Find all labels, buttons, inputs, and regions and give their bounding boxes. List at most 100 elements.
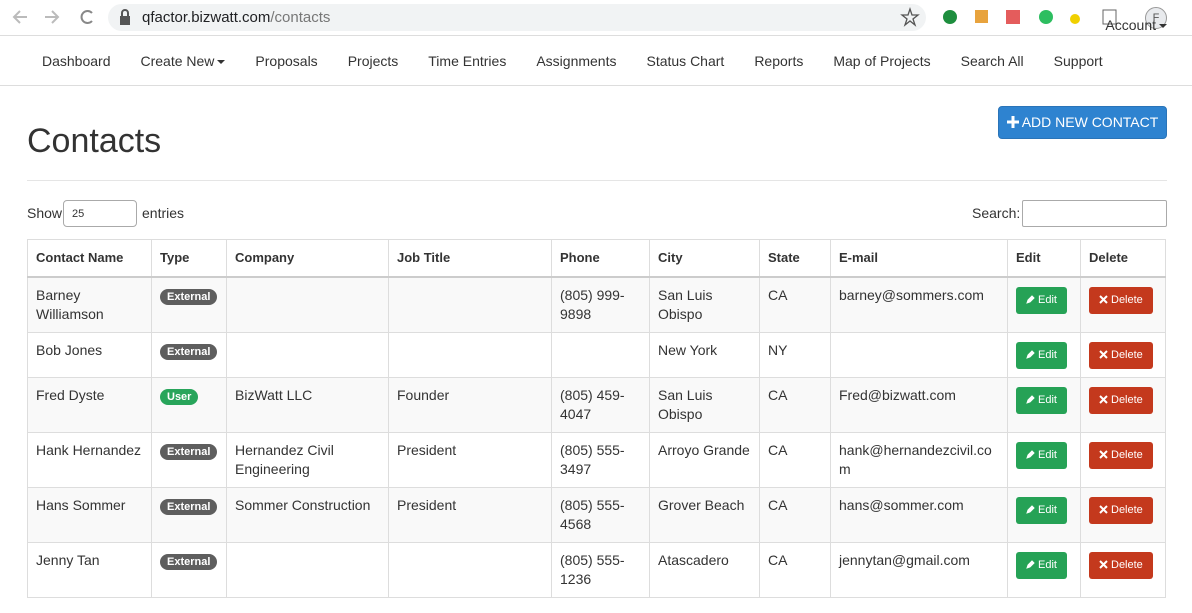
header-label: Edit (1016, 250, 1041, 265)
nav-item[interactable]: Status Chart (631, 53, 739, 69)
delete-button[interactable]: Delete (1089, 387, 1153, 414)
cell-text: Jenny Tan (36, 552, 100, 568)
table-cell: Fred Dyste (27, 377, 152, 433)
table-cell: Delete (1080, 276, 1166, 333)
table-row: Hank Hernandez External Hernandez Civil En… (27, 432, 1166, 488)
address-bar[interactable] (108, 4, 926, 31)
cell-text: President (397, 442, 457, 458)
header-label: Phone (560, 250, 600, 265)
nav-item[interactable]: Create New (126, 53, 241, 69)
button-label: Delete (1111, 349, 1143, 361)
search-input[interactable] (1022, 200, 1167, 227)
nav-item[interactable]: Map of Projects (818, 53, 945, 69)
table-cell: CA (759, 276, 831, 333)
table-cell: Delete (1080, 487, 1166, 543)
button-label: Delete (1111, 449, 1143, 461)
cell-text: CA (768, 387, 788, 403)
nav-item[interactable]: Dashboard (27, 53, 126, 69)
table-row: Hans Sommer External Sommer Construction Pr… (27, 487, 1166, 543)
header-label: Delete (1089, 250, 1129, 265)
cell-text: Hank Hernandez (36, 442, 142, 458)
add-contact-button[interactable]: ADD NEW CONTACT (998, 106, 1167, 139)
cell-text: Grover Beach (658, 497, 745, 513)
table-row: Barney Williamson External (805) 999-9898 S… (27, 276, 1166, 333)
table-body: Barney Williamson External (805) 999-9898 S… (27, 276, 1166, 598)
table-cell: External (151, 276, 227, 333)
edit-icon (1026, 295, 1035, 304)
account-menu[interactable]: Account (1105, 17, 1167, 33)
table-cell: Delete (1080, 542, 1166, 598)
delete-icon (1099, 395, 1108, 404)
table-cell: (805) 555-4568 (551, 487, 650, 543)
edit-button[interactable]: Edit (1016, 442, 1067, 469)
delete-button[interactable]: Delete (1089, 442, 1153, 469)
header-label: City (658, 250, 683, 265)
table-row: Bob Jones External New York NY Edit Delete (27, 332, 1166, 378)
delete-button[interactable]: Delete (1089, 552, 1153, 579)
header-label: E-mail (839, 250, 879, 265)
edit-button[interactable]: Edit (1016, 342, 1067, 369)
edit-icon (1026, 350, 1035, 359)
column-header: Edit (1007, 239, 1081, 278)
cell-text: (805) 999-9898 (560, 287, 625, 322)
cell-text: San Luis Obispo (658, 387, 713, 422)
column-header[interactable]: Type (151, 239, 227, 278)
edit-button[interactable]: Edit (1016, 387, 1067, 414)
delete-button[interactable]: Delete (1089, 342, 1153, 369)
cell-text: jennytan@gmail.com (839, 552, 970, 568)
table-cell: Edit (1007, 276, 1081, 333)
cell-text: CA (768, 287, 788, 303)
table-cell: CA (759, 377, 831, 433)
column-header[interactable]: Phone (551, 239, 650, 278)
nav-item[interactable]: Reports (739, 53, 818, 69)
nav-item[interactable]: Assignments (521, 53, 631, 69)
column-header[interactable]: E-mail (830, 239, 1008, 278)
entries-select[interactable]: 25 (63, 200, 137, 227)
table-cell: External (151, 487, 227, 543)
delete-button[interactable]: Delete (1089, 287, 1153, 314)
edit-icon (1026, 505, 1035, 514)
delete-icon (1099, 505, 1108, 514)
table-cell (388, 276, 552, 333)
cell-text: Atascadero (658, 552, 729, 568)
nav-item[interactable]: Support (1039, 53, 1118, 69)
edit-button[interactable]: Edit (1016, 287, 1067, 314)
account-label: Account (1105, 17, 1156, 33)
button-label: Edit (1038, 349, 1057, 361)
column-header: Delete (1080, 239, 1166, 278)
nav-item[interactable]: Projects (333, 53, 414, 69)
profile-avatar[interactable]: F (1145, 7, 1167, 29)
nav-label: Time Entries (428, 52, 507, 69)
edit-button[interactable]: Edit (1016, 552, 1067, 579)
delete-icon (1099, 350, 1108, 359)
nav-label: Dashboard (42, 52, 111, 69)
column-header[interactable]: City (649, 239, 760, 278)
table-cell: CA (759, 487, 831, 543)
cell-text: hank@hernandezcivil.com (839, 442, 992, 477)
page-title: Contacts (27, 122, 162, 160)
nav-label: Reports (754, 52, 804, 69)
table-cell: Arroyo Grande (649, 432, 760, 488)
column-header[interactable]: State (759, 239, 831, 278)
nav-item[interactable]: Proposals (240, 53, 332, 69)
cell-text: barney@sommers.com (839, 287, 984, 303)
table-cell: President (388, 487, 552, 543)
table-cell: Atascadero (649, 542, 760, 598)
header-label: Job Title (397, 250, 451, 265)
nav-item[interactable]: Time Entries (413, 53, 521, 69)
delete-button[interactable]: Delete (1089, 497, 1153, 524)
edit-icon (1026, 395, 1035, 404)
column-header[interactable]: Job Title (388, 239, 552, 278)
cell-text: Sommer Construction (235, 497, 371, 513)
type-badge: External (160, 289, 218, 305)
type-badge: External (160, 499, 218, 515)
table-cell: Edit (1007, 432, 1081, 488)
divider (27, 180, 1167, 181)
table-cell: New York (649, 332, 760, 378)
plus-icon (1006, 116, 1019, 128)
button-label: Delete (1111, 504, 1143, 516)
column-header[interactable]: Contact Name (27, 239, 152, 278)
edit-button[interactable]: Edit (1016, 497, 1067, 524)
nav-item[interactable]: Search All (946, 53, 1039, 69)
column-header[interactable]: Company (226, 239, 389, 278)
